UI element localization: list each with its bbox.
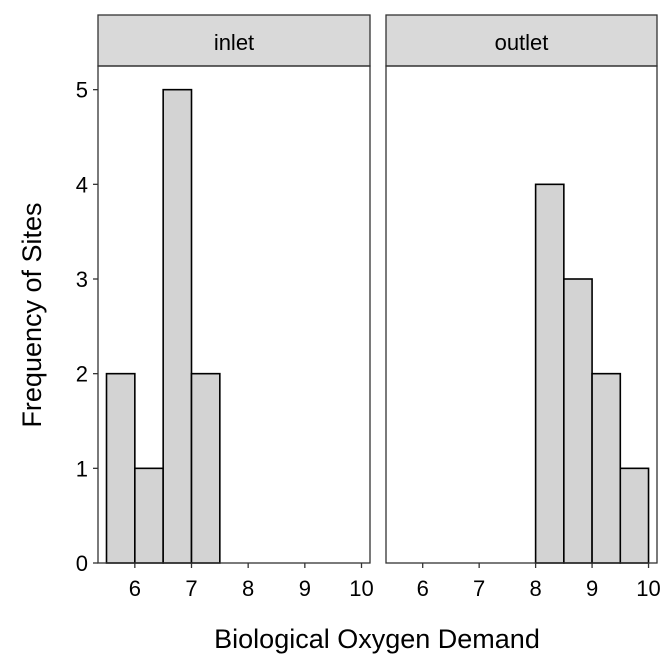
panel-outlet: outlet 6 7 8 9 10 xyxy=(385,14,661,601)
x-tick-label-outlet-7: 7 xyxy=(473,576,485,601)
strip-label-outlet: outlet xyxy=(495,30,549,55)
y-axis: 0 1 2 3 4 5 xyxy=(76,78,98,576)
y-tick-label-1: 1 xyxy=(76,456,88,481)
x-tick-label-inlet-9: 9 xyxy=(299,576,311,601)
bars-inlet xyxy=(105,88,221,564)
bar-outlet-3 xyxy=(619,467,650,564)
x-tick-label-inlet-8: 8 xyxy=(242,576,254,601)
y-tick-label-4: 4 xyxy=(76,172,88,197)
strip-label-inlet: inlet xyxy=(214,30,254,55)
bar-inlet-2 xyxy=(162,88,193,564)
bar-outlet-0 xyxy=(534,183,565,564)
bar-inlet-3 xyxy=(190,372,221,564)
bar-inlet-0 xyxy=(105,372,136,564)
y-tick-label-2: 2 xyxy=(76,362,88,387)
plot-frame-inlet xyxy=(97,65,371,564)
bar-inlet-1 xyxy=(134,467,164,564)
x-tick-label-inlet-7: 7 xyxy=(185,576,197,601)
bar-outlet-1 xyxy=(563,278,593,564)
x-tick-label-outlet-9: 9 xyxy=(586,576,598,601)
x-axis-inlet: 6 7 8 9 10 xyxy=(129,563,374,601)
y-axis-title: Frequency of Sites xyxy=(17,202,47,427)
strip-inlet xyxy=(97,14,371,67)
x-tick-label-inlet-6: 6 xyxy=(129,576,141,601)
panel-inlet: inlet 6 7 8 9 10 xyxy=(97,14,374,601)
y-tick-label-3: 3 xyxy=(76,267,88,292)
plot-frame-outlet xyxy=(385,65,658,564)
x-tick-label-inlet-10: 10 xyxy=(349,576,373,601)
x-tick-label-outlet-10: 10 xyxy=(636,576,660,601)
x-tick-label-outlet-6: 6 xyxy=(417,576,429,601)
x-tick-label-outlet-8: 8 xyxy=(529,576,541,601)
bar-outlet-2 xyxy=(591,372,622,564)
x-axis-outlet: 6 7 8 9 10 xyxy=(417,563,661,601)
x-axis-title: Biological Oxygen Demand xyxy=(214,624,540,654)
y-tick-label-0: 0 xyxy=(76,551,88,576)
y-tick-label-5: 5 xyxy=(76,78,88,103)
bars-outlet xyxy=(534,183,650,564)
strip-outlet xyxy=(385,14,658,67)
